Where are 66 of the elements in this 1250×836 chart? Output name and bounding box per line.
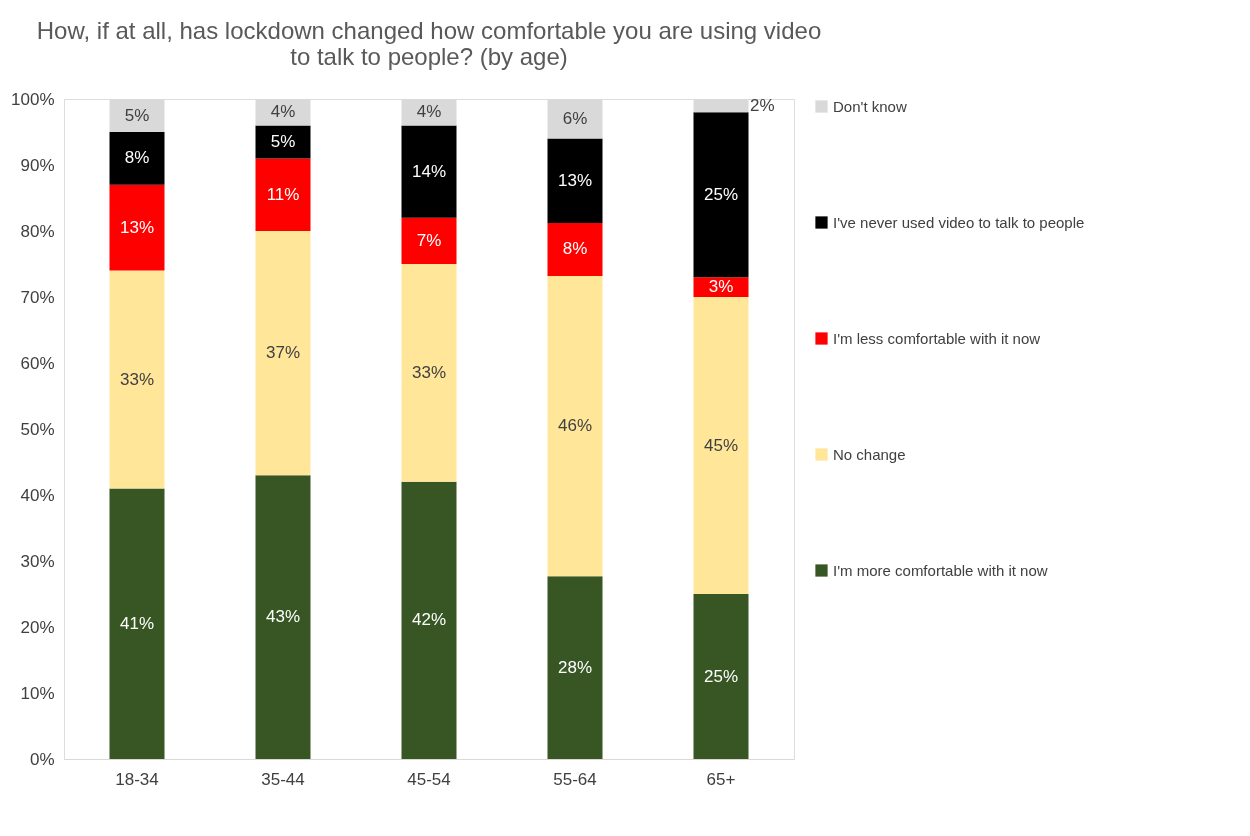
bar: [255, 125, 311, 159]
x-tick-label: 35-44: [261, 769, 305, 789]
legend-label: I'm more comfortable with it now: [833, 561, 1048, 579]
legend-label: Don't know: [833, 97, 907, 115]
bar: [109, 488, 165, 759]
data-label: 4%: [270, 102, 296, 122]
y-tick-label: 0%: [29, 749, 55, 769]
bar: [547, 223, 603, 276]
chart-title: How, if at all, has lockdown changed how comfortable you are using video to talk to people? (by age): [36, 17, 822, 70]
legend-label: No change: [833, 445, 906, 463]
y-tick-label: 30%: [20, 551, 55, 571]
data-label: 25%: [703, 666, 739, 686]
data-label: 7%: [416, 230, 442, 250]
data-label: 28%: [557, 657, 593, 677]
bar: [255, 158, 311, 231]
legend-label: I'm less comfortable with it now: [833, 329, 1041, 347]
y-tick-label: 70%: [20, 287, 55, 307]
x-tick-label: 65+: [706, 769, 736, 789]
x-tick-label: 18-34: [115, 769, 159, 789]
data-label: 3%: [708, 277, 734, 297]
data-label: 5%: [124, 105, 150, 125]
data-label: 33%: [411, 362, 447, 382]
data-label: 4%: [416, 102, 442, 122]
y-tick-label: 60%: [20, 353, 55, 373]
data-label: 13%: [119, 217, 155, 237]
data-label: 41%: [119, 613, 155, 633]
bar: [109, 184, 165, 271]
bar: [109, 270, 165, 489]
data-label: 33%: [119, 369, 155, 389]
bar: [401, 217, 457, 264]
x-tick-label: 45-54: [407, 769, 451, 789]
bar: [547, 576, 603, 759]
data-label: 5%: [270, 131, 296, 151]
data-label: 11%: [266, 184, 300, 204]
data-label: 46%: [557, 416, 593, 436]
bar: [401, 264, 457, 482]
data-label: 43%: [265, 607, 301, 627]
x-tick-label: 55-64: [553, 769, 597, 789]
bar: [547, 138, 603, 224]
data-label: 14%: [411, 161, 447, 181]
bar: [401, 481, 457, 759]
y-tick-label: 20%: [20, 617, 55, 637]
bar: [547, 275, 603, 577]
data-label: 45%: [703, 435, 739, 455]
bar: [693, 112, 749, 278]
data-label: 37%: [265, 343, 301, 363]
data-label: 42%: [411, 610, 447, 630]
bar: [693, 594, 749, 759]
y-tick-label: 50%: [20, 419, 55, 439]
data-label: 8%: [562, 239, 588, 259]
bar: [255, 475, 311, 759]
bar: [401, 125, 457, 218]
data-label: 13%: [557, 170, 593, 190]
data-label: 8%: [124, 148, 150, 168]
data-label: 2%: [750, 95, 775, 115]
y-tick-label: 100%: [11, 89, 55, 109]
y-tick-label: 10%: [20, 683, 55, 703]
y-tick-label: 40%: [20, 485, 55, 505]
bar: [693, 297, 749, 594]
legend-label: I've never used video to talk to people: [833, 213, 1085, 231]
data-label: 25%: [703, 184, 739, 204]
bar: [255, 231, 311, 476]
y-tick-label: 80%: [20, 221, 55, 241]
y-tick-label: 90%: [20, 155, 55, 175]
bar: [109, 132, 165, 185]
data-label: 6%: [562, 108, 588, 128]
